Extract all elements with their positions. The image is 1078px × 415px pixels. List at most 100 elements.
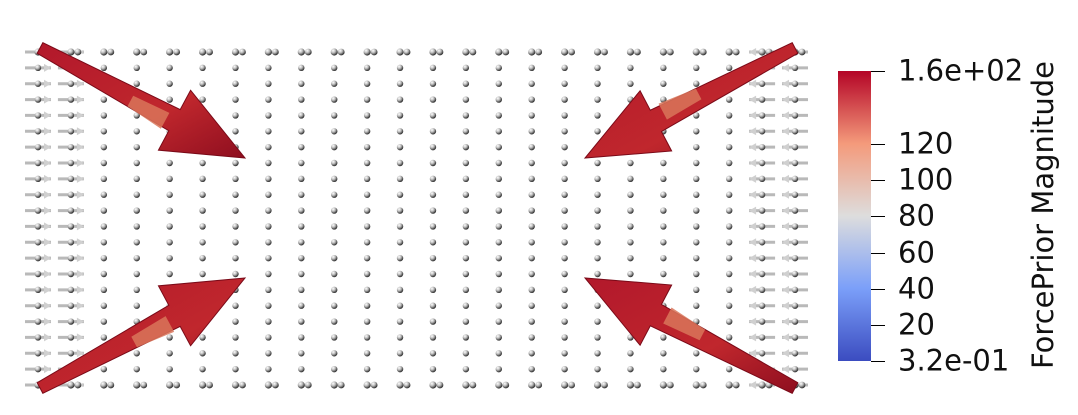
node-sphere	[429, 318, 437, 325]
node-sphere	[133, 365, 140, 373]
node-sphere	[660, 207, 667, 214]
node-sphere	[331, 64, 338, 72]
node-sphere	[199, 159, 206, 167]
node-sphere	[298, 270, 305, 278]
node-sphere	[660, 365, 667, 373]
node-sphere	[462, 48, 470, 56]
node-sphere	[725, 318, 733, 325]
node-sphere	[100, 302, 108, 309]
node-sphere	[528, 286, 535, 294]
node-sphere	[495, 350, 502, 357]
node-sphere	[429, 128, 437, 135]
node-sphere	[199, 270, 206, 278]
node-sphere	[594, 64, 601, 72]
node-sphere	[627, 207, 634, 214]
node-sphere	[791, 223, 799, 230]
node-sphere	[396, 318, 404, 325]
node-sphere	[331, 223, 338, 230]
node-sphere	[495, 223, 502, 230]
node-sphere	[732, 48, 740, 56]
node-sphere	[166, 96, 173, 103]
node-sphere	[363, 381, 371, 389]
node-sphere	[100, 96, 108, 103]
node-sphere	[594, 207, 601, 214]
node-sphere	[725, 96, 733, 103]
node-sphere	[34, 270, 42, 278]
node-sphere	[265, 365, 272, 373]
edge-arrow-head	[44, 95, 51, 104]
node-sphere	[429, 270, 437, 278]
edge-arrow-head	[782, 79, 789, 88]
node-sphere	[469, 48, 477, 56]
node-sphere	[693, 175, 700, 183]
node-sphere	[331, 175, 338, 183]
node-sphere	[133, 159, 140, 167]
node-sphere	[34, 318, 42, 325]
node-sphere	[791, 175, 799, 183]
node-sphere	[791, 159, 799, 167]
node-sphere	[693, 64, 700, 72]
node-sphere	[331, 286, 338, 294]
node-sphere	[232, 334, 239, 341]
node-sphere	[166, 80, 173, 87]
node-sphere	[265, 207, 272, 214]
node-sphere	[561, 128, 568, 135]
node-sphere	[363, 191, 371, 198]
node-sphere	[462, 223, 470, 230]
node-sphere	[626, 381, 635, 389]
edge-arrow-head	[76, 349, 84, 358]
node-sphere	[495, 318, 502, 325]
node-sphere	[429, 143, 437, 151]
node-sphere	[396, 334, 404, 341]
edge-arrow-head	[749, 285, 757, 294]
node-sphere	[791, 191, 799, 198]
node-sphere	[660, 350, 667, 357]
node-sphere	[396, 350, 404, 357]
node-sphere	[725, 128, 733, 135]
node-sphere	[298, 64, 305, 72]
node-sphere	[133, 286, 140, 294]
node-sphere	[725, 143, 733, 151]
node-sphere	[331, 128, 338, 135]
node-sphere	[627, 80, 634, 87]
edge-arrow-head	[749, 254, 757, 263]
node-sphere	[495, 334, 502, 341]
node-sphere	[331, 365, 338, 373]
node-sphere	[199, 64, 206, 72]
node-sphere	[693, 239, 700, 246]
node-sphere	[370, 48, 378, 56]
node-sphere	[693, 112, 700, 119]
node-sphere	[693, 80, 700, 87]
node-sphere	[133, 270, 140, 278]
node-sphere	[561, 112, 568, 119]
edge-arrow-head	[44, 222, 51, 231]
node-sphere	[331, 350, 338, 357]
node-sphere	[429, 175, 437, 183]
node-sphere	[791, 350, 799, 357]
edge-arrow-head	[749, 222, 757, 231]
edge-arrow-head	[44, 79, 51, 88]
colorbar-gradient	[838, 71, 871, 361]
node-sphere	[627, 223, 634, 230]
node-sphere	[265, 334, 272, 341]
node-sphere	[660, 239, 667, 246]
node-sphere	[791, 64, 799, 72]
node-sphere	[798, 381, 806, 389]
node-sphere	[363, 48, 371, 56]
node-sphere	[396, 96, 404, 103]
node-sphere	[67, 381, 75, 389]
node-sphere	[528, 365, 535, 373]
node-sphere	[298, 128, 305, 135]
node-sphere	[429, 223, 437, 230]
node-sphere	[298, 175, 305, 183]
node-sphere	[791, 254, 799, 262]
node-sphere	[462, 175, 470, 183]
node-sphere	[331, 270, 338, 278]
node-sphere	[660, 270, 667, 278]
colorbar-tick	[871, 180, 885, 181]
node-sphere	[495, 159, 502, 167]
node-sphere	[627, 64, 634, 72]
node-sphere	[133, 80, 140, 87]
node-sphere	[429, 112, 437, 119]
